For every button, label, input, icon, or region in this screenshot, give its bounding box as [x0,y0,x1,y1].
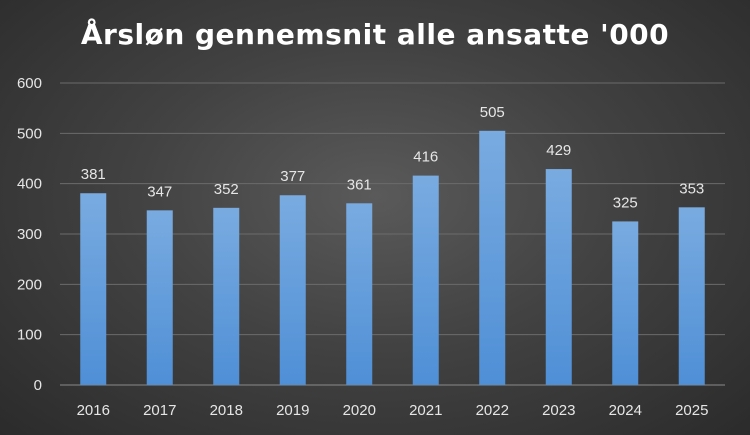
bar [479,130,506,385]
x-tick-label: 2018 [210,402,243,419]
data-label: 377 [280,168,305,185]
x-tick-label: 2024 [609,402,642,419]
y-tick-label: 0 [34,377,42,394]
x-tick-label: 2016 [77,402,110,419]
data-label: 361 [347,176,372,193]
data-label: 505 [480,104,505,121]
y-tick-label: 600 [17,75,42,92]
data-label: 353 [679,180,704,197]
y-tick-label: 100 [17,327,42,344]
bar [545,169,572,385]
data-label: 416 [413,149,438,166]
bar [80,193,107,385]
data-label: 381 [81,166,106,183]
bar [412,175,439,385]
bar [279,195,306,385]
chart-title: Årsløn gennemsnit alle ansatte '000 [80,18,670,51]
x-tick-label: 2019 [276,402,309,419]
y-tick-label: 200 [17,276,42,293]
bar [213,207,240,385]
bar [146,210,173,385]
bar [678,207,705,385]
y-tick-label: 300 [17,226,42,243]
data-label: 347 [147,183,172,200]
data-label: 325 [613,194,638,211]
data-label: 429 [546,142,571,159]
y-tick-label: 400 [17,176,42,193]
data-label: 352 [214,181,239,198]
x-tick-label: 2023 [542,402,575,419]
x-tick-label: 2021 [409,402,442,419]
x-tick-label: 2017 [143,402,176,419]
x-tick-label: 2020 [343,402,376,419]
x-tick-label: 2022 [476,402,509,419]
y-tick-label: 500 [17,125,42,142]
bar [612,221,639,385]
x-tick-label: 2025 [675,402,708,419]
bar [346,203,373,385]
